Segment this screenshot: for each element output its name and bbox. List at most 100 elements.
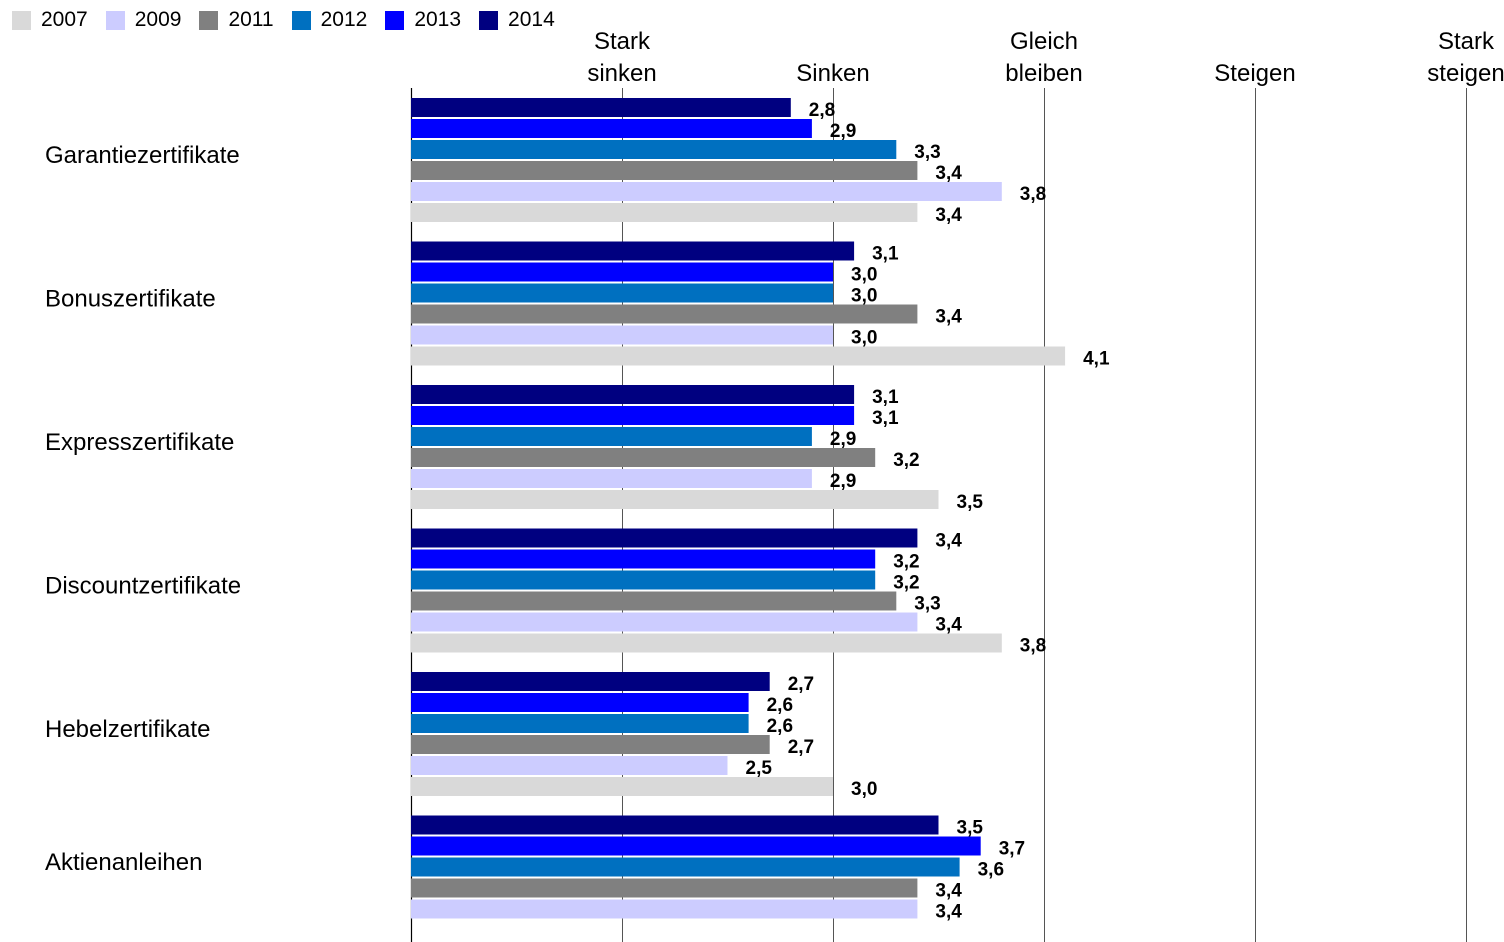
bar-value-label: 2,8 xyxy=(809,100,835,121)
category-label: Aktienanleihen xyxy=(45,849,202,876)
bar-value-label: 3,4 xyxy=(935,163,962,184)
bar-2012-Discountzertifikate xyxy=(411,570,876,590)
bar-value-label: 3,6 xyxy=(978,860,1004,881)
bar-value-label: 2,7 xyxy=(788,737,814,758)
x-tick-label: Stark xyxy=(594,28,651,55)
bar-2012-Bonuszertifikate xyxy=(411,283,833,303)
legend-label: 2007 xyxy=(41,8,88,31)
bar-2013-Discountzertifikate xyxy=(411,549,876,569)
legend-item-2014: 2014 xyxy=(479,8,555,32)
bar-value-label: 3,5 xyxy=(957,818,984,839)
bar-2014-Bonuszertifikate xyxy=(411,241,855,261)
category-labels: Garantiezertifikate Bonuszertifikate Expre… xyxy=(45,142,241,876)
bar-2013-Hebelzertifikate xyxy=(411,693,749,712)
x-tick-label: steigen xyxy=(1427,60,1504,87)
bar-2009-Discountzertifikate xyxy=(411,612,918,632)
legend-item-2013: 2013 xyxy=(385,8,461,32)
legend-swatch xyxy=(385,10,405,30)
bar-value-label: 3,4 xyxy=(935,205,962,226)
category-label: Bonuszertifikate xyxy=(45,286,216,313)
x-tick-label: Sinken xyxy=(796,60,869,87)
category-label: Hebelzertifikate xyxy=(45,716,210,743)
bar-2011-Expresszertifikate xyxy=(411,448,876,467)
legend-label: 2013 xyxy=(414,8,462,31)
legend-item-2009: 2009 xyxy=(105,8,182,32)
x-tick-label: Stark xyxy=(1438,28,1495,55)
bar-value-label: 2,6 xyxy=(767,716,793,737)
bar-2007-Hebelzertifikate xyxy=(411,777,833,796)
bar-value-labels: 2,82,93,33,43,83,43,13,03,03,43,04,13,13… xyxy=(746,100,1110,923)
bar-value-label: 3,2 xyxy=(893,573,919,594)
legend-swatch xyxy=(12,10,31,30)
legend: 2007 2009 2011 2012 2013 2014 xyxy=(12,8,573,32)
bar-value-label: 3,4 xyxy=(935,902,962,923)
category-label: Discountzertifikate xyxy=(45,573,241,600)
gridlines xyxy=(410,88,1467,942)
bar-2011-Aktienanleihen xyxy=(411,878,918,898)
legend-label: 2012 xyxy=(320,8,368,31)
bar-2012-Aktienanleihen xyxy=(411,857,960,877)
bar-2011-Garantiezertifikate xyxy=(411,161,918,180)
bar-2007-Discountzertifikate xyxy=(411,633,1002,653)
bar-value-label: 3,4 xyxy=(935,881,962,902)
bar-value-label: 2,7 xyxy=(788,674,814,695)
legend-label: 2011 xyxy=(228,8,274,31)
bar-2012-Expresszertifikate xyxy=(411,427,812,446)
legend-item-2011: 2011 xyxy=(199,8,274,32)
bar-value-label: 3,2 xyxy=(893,552,919,573)
legend-swatch xyxy=(291,10,311,30)
bar-2009-Hebelzertifikate xyxy=(411,756,728,775)
x-tick-label: Gleich xyxy=(1010,28,1078,55)
legend-swatch xyxy=(105,10,125,30)
bar-2009-Bonuszertifikate xyxy=(411,325,833,345)
bar-2013-Bonuszertifikate xyxy=(411,262,833,282)
category-label: Garantiezertifikate xyxy=(45,142,240,169)
legend-item-2012: 2012 xyxy=(291,8,368,32)
bar-2009-Garantiezertifikate xyxy=(411,182,1002,201)
bar-2007-Bonuszertifikate xyxy=(411,346,1066,366)
bar-value-label: 3,0 xyxy=(851,265,877,286)
bar-value-label: 3,8 xyxy=(1020,636,1046,657)
bar-value-label: 2,5 xyxy=(746,758,773,779)
bar-2007-Expresszertifikate xyxy=(411,490,939,509)
legend-item-2007: 2007 xyxy=(12,8,88,32)
bar-value-label: 2,6 xyxy=(767,695,793,716)
bar-value-label: 3,3 xyxy=(914,594,940,615)
bar-value-label: 3,0 xyxy=(851,328,877,349)
bar-2011-Bonuszertifikate xyxy=(411,304,918,324)
bar-value-label: 2,9 xyxy=(830,429,856,450)
bar-value-label: 3,8 xyxy=(1020,184,1046,205)
bar-2013-Aktienanleihen xyxy=(411,836,981,856)
bar-2014-Expresszertifikate xyxy=(411,385,855,404)
bar-value-label: 3,0 xyxy=(851,286,877,307)
bar-value-label: 3,4 xyxy=(935,307,962,328)
bar-2007-Garantiezertifikate xyxy=(411,203,918,222)
bar-2011-Hebelzertifikate xyxy=(411,735,770,754)
bar-2013-Garantiezertifikate xyxy=(411,119,812,138)
bar-2014-Aktienanleihen xyxy=(411,815,939,835)
x-tick-label: Steigen xyxy=(1214,60,1295,87)
bar-value-label: 3,5 xyxy=(957,492,984,513)
legend-label: 2014 xyxy=(508,8,555,31)
bar-2013-Expresszertifikate xyxy=(411,406,855,425)
bar-value-label: 3,1 xyxy=(872,244,899,265)
x-tick-label: bleiben xyxy=(1005,60,1082,87)
bar-2014-Garantiezertifikate xyxy=(411,98,791,117)
legend-swatch xyxy=(479,10,499,30)
bar-value-label: 3,4 xyxy=(935,615,962,636)
bar-value-label: 3,7 xyxy=(999,839,1025,860)
bar-value-label: 2,9 xyxy=(830,121,856,142)
bar-2014-Discountzertifikate xyxy=(411,528,918,548)
bar-2012-Hebelzertifikate xyxy=(411,714,749,733)
bar-2011-Discountzertifikate xyxy=(411,591,897,611)
legend-label: 2009 xyxy=(134,8,182,31)
bar-2014-Hebelzertifikate xyxy=(411,672,770,691)
legend-swatch xyxy=(199,10,219,30)
bar-2009-Aktienanleihen xyxy=(411,899,918,919)
bar-value-label: 3,1 xyxy=(872,387,899,408)
bar-value-label: 3,0 xyxy=(851,779,877,800)
x-tick-labels: Stark sinken Sinken Gleich bleiben Steigen Sta… xyxy=(587,28,1504,87)
bar-value-label: 3,2 xyxy=(893,450,919,471)
bar-value-label: 3,1 xyxy=(872,408,899,429)
